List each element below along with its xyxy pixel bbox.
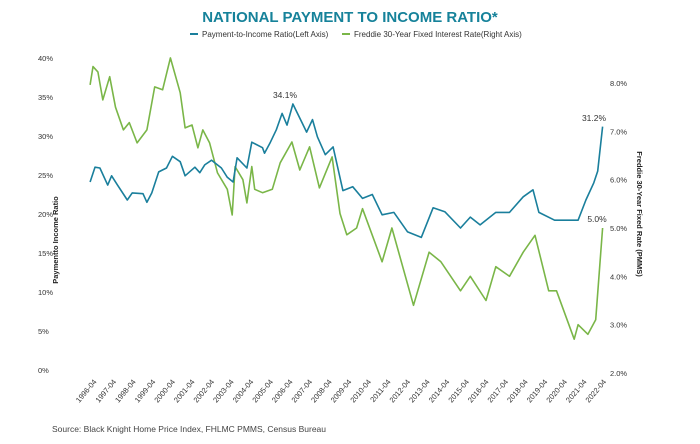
series-line-payment-to-income [89, 103, 604, 239]
x-tick-label: 2022-04 [584, 378, 609, 405]
annotation-pti-latest: 31.2% [582, 113, 607, 123]
right-tick-label: 7.0% [610, 127, 627, 136]
left-tick-label: 5% [38, 327, 49, 336]
left-tick-label: 35% [38, 93, 53, 102]
left-tick-label: 30% [38, 132, 53, 141]
left-axis-ticks: 0% 5% 10% 15% 20% 25% 30% 35% 40% [38, 54, 53, 375]
series-lines [89, 57, 604, 341]
left-tick-label: 25% [38, 171, 53, 180]
right-tick-label: 6.0% [610, 176, 627, 185]
annotation-rate-latest: 5.0% [587, 214, 607, 224]
series-line-mortgage-rate [89, 57, 604, 341]
legend-label-pti: Payment-to-Income Ratio(Left Axis) [202, 30, 329, 39]
chart-title: NATIONAL PAYMENT TO INCOME RATIO* [202, 9, 498, 26]
right-tick-label: 5.0% [610, 224, 627, 233]
source-note: Source: Black Knight Home Price Index, F… [52, 424, 326, 434]
left-tick-label: 15% [38, 249, 53, 258]
left-tick-label: 10% [38, 288, 53, 297]
legend-label-rate: Freddie 30-Year Fixed Interest Rate(Righ… [354, 30, 522, 39]
annotation-pti-peak: 34.1% [273, 90, 298, 100]
right-axis-label: Freddie 30-Year Fixed Rate (PMMS) [635, 151, 644, 277]
x-axis-ticks: 1996-041997-041998-041999-042000-042001-… [74, 378, 608, 405]
right-tick-label: 3.0% [610, 321, 627, 330]
x-tick-label: 2010-04 [348, 378, 373, 405]
left-tick-label: 20% [38, 210, 53, 219]
right-tick-label: 8.0% [610, 79, 627, 88]
left-tick-label: 0% [38, 366, 49, 375]
right-axis-ticks: 2.0% 3.0% 4.0% 5.0% 6.0% 7.0% 8.0% [610, 79, 627, 378]
right-tick-label: 2.0% [610, 369, 627, 378]
right-tick-label: 4.0% [610, 272, 627, 281]
left-tick-label: 40% [38, 54, 53, 63]
legend: Payment-to-Income Ratio(Left Axis) Fredd… [190, 30, 522, 39]
left-axis-label: Paymentto Income Ratio [51, 196, 60, 284]
